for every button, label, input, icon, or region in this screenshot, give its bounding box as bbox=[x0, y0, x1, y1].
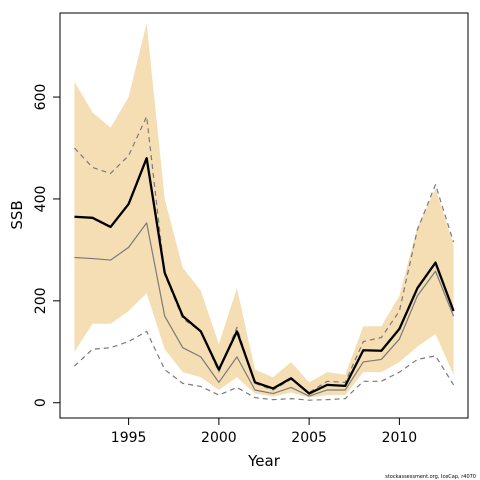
series-line-thin-solid bbox=[74, 222, 455, 397]
x-tick-label: 2005 bbox=[291, 430, 327, 446]
confidence-band bbox=[74, 23, 454, 398]
y-tick-label: 0 bbox=[33, 398, 49, 407]
plot-frame bbox=[59, 12, 469, 419]
plot-area bbox=[74, 23, 455, 401]
x-axis-title: Year bbox=[247, 452, 281, 470]
series-line-dashed-upper bbox=[74, 115, 455, 394]
x-tick-label: 2010 bbox=[382, 430, 418, 446]
x-tick-label: 2000 bbox=[201, 430, 237, 446]
y-axis: 0 200 400 600 bbox=[33, 84, 60, 407]
x-axis: 1995 2000 2005 2010 bbox=[111, 418, 417, 446]
x-tick-label: 1995 bbox=[111, 430, 147, 446]
y-tick-label: 400 bbox=[33, 186, 49, 213]
series-line-thick-solid bbox=[74, 157, 455, 395]
series-line-dashed-lower bbox=[74, 330, 455, 401]
y-tick-label: 600 bbox=[33, 84, 49, 111]
credit-note: stockassessment.org, IceCap, r4070 bbox=[385, 474, 476, 480]
y-tick-label: 200 bbox=[33, 287, 49, 314]
y-axis-title: SSB bbox=[8, 200, 26, 229]
